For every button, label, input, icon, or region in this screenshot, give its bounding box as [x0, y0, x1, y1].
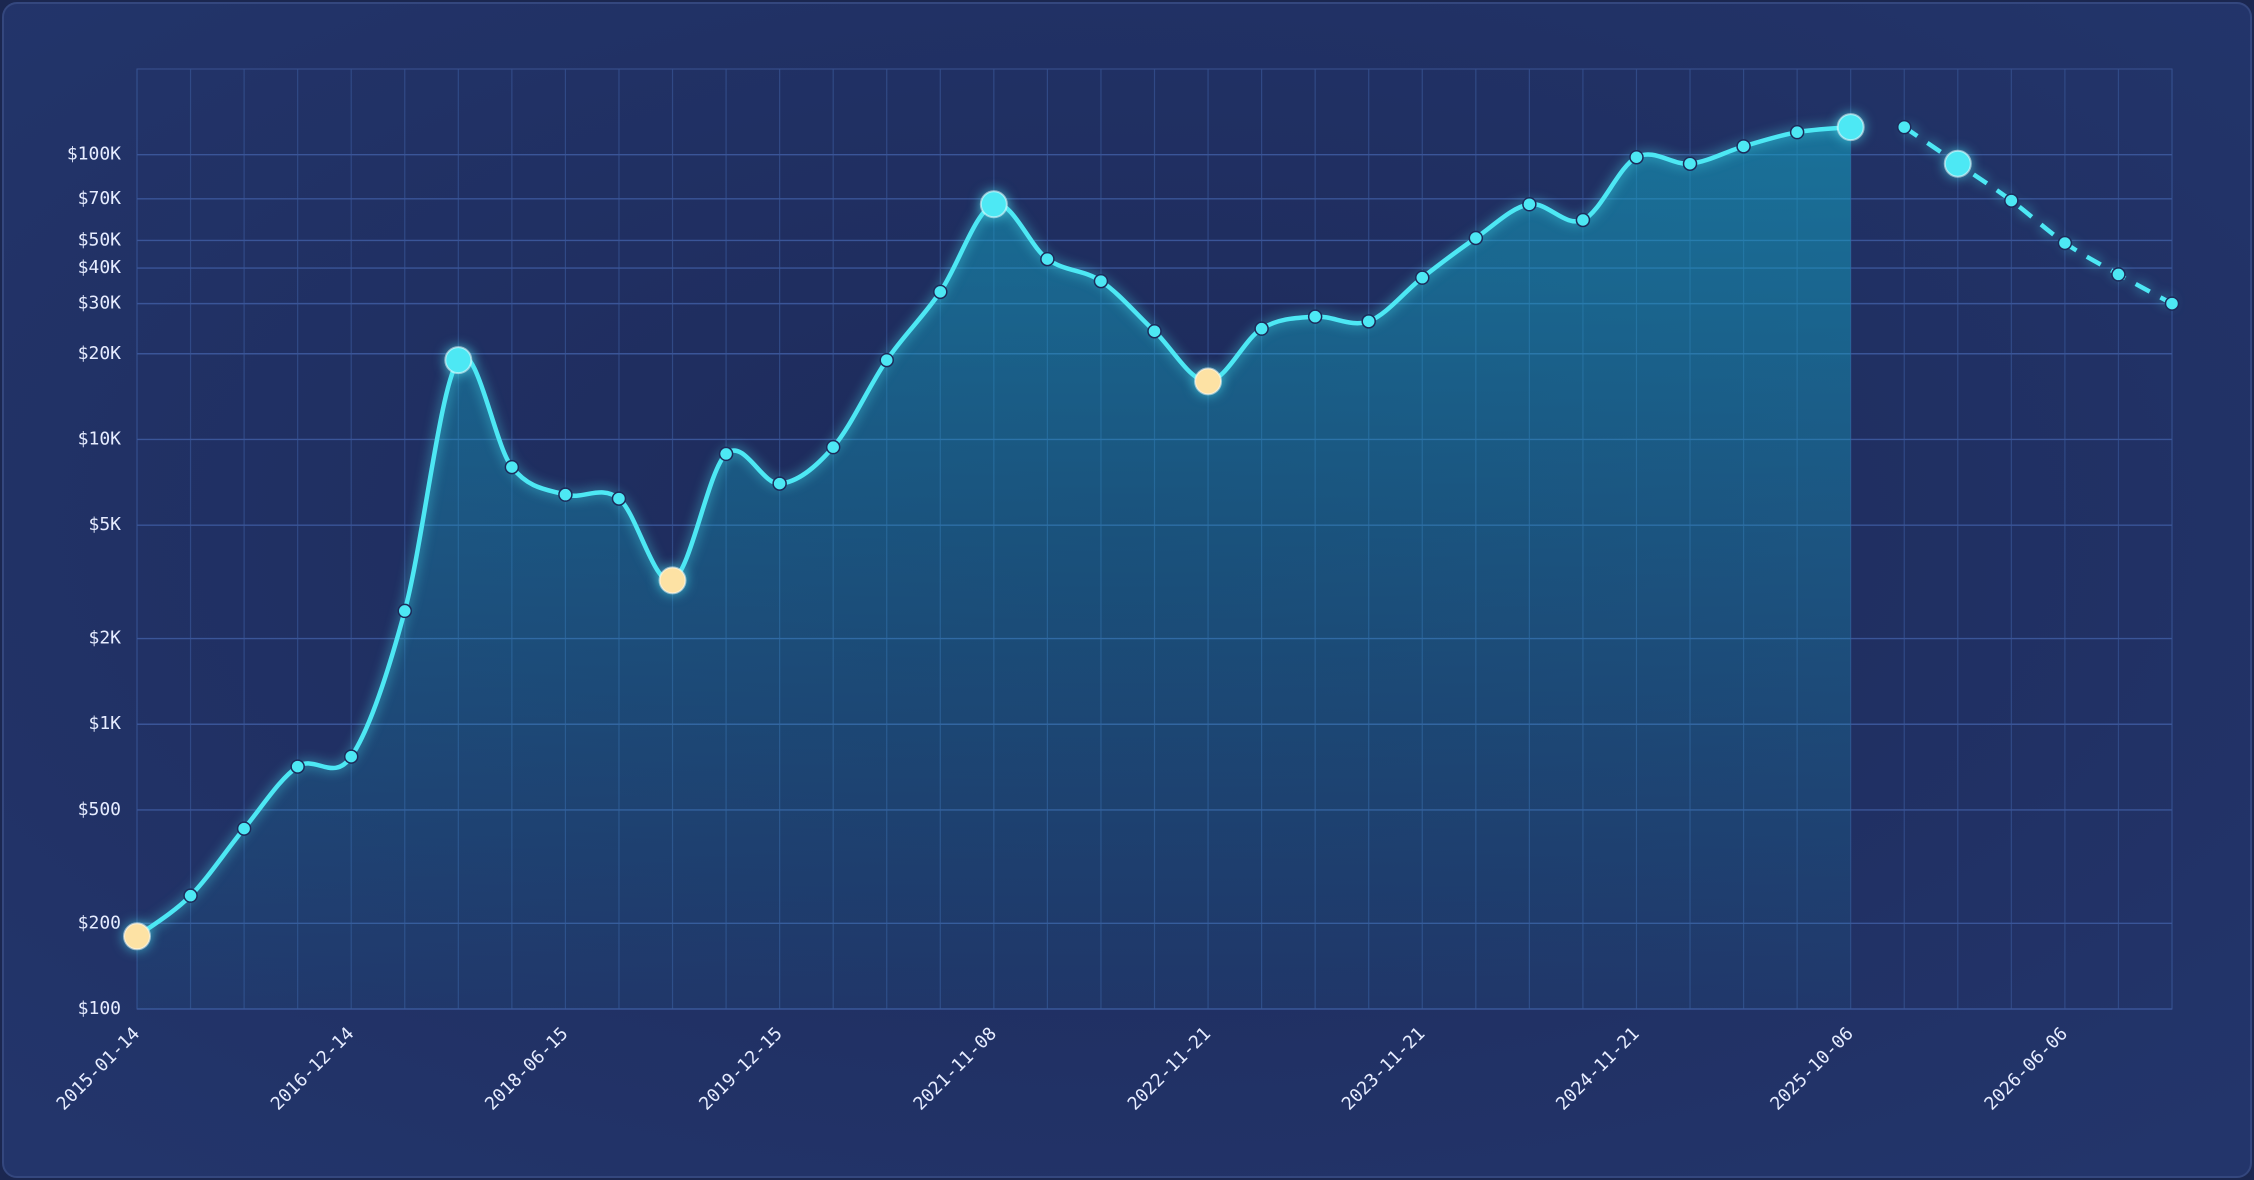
data-point [397, 603, 413, 619]
data-point [343, 749, 359, 764]
data-point [718, 446, 734, 462]
data-point [1147, 323, 1162, 339]
y-tick-label: $1K [88, 713, 121, 734]
data-point [236, 821, 252, 836]
data-point [825, 439, 841, 455]
y-tick-label: $50K [78, 229, 122, 250]
y-tick-label: $100 [78, 998, 121, 1019]
data-point [1522, 196, 1537, 212]
y-tick-label: $500 [78, 799, 121, 820]
data-point [1629, 149, 1644, 165]
data-point [290, 759, 305, 774]
data-point [1575, 212, 1591, 228]
highlight-point [444, 346, 473, 375]
y-tick-label: $30K [78, 293, 122, 314]
data-point [2111, 267, 2126, 282]
data-point [1682, 156, 1698, 171]
data-point [1307, 309, 1323, 324]
data-point [183, 888, 198, 903]
data-point [1361, 314, 1376, 329]
data-point [879, 352, 894, 368]
data-point [2164, 296, 2180, 311]
data-point [1736, 139, 1751, 154]
data-point [558, 487, 573, 502]
highlight-point [1194, 367, 1223, 396]
data-point [2057, 235, 2073, 251]
data-point [1040, 251, 1055, 267]
y-tick-label: $100K [67, 144, 121, 165]
data-point [2004, 193, 2019, 208]
data-point [1254, 321, 1269, 336]
highlight-point [979, 190, 1008, 219]
y-tick-label: $2K [88, 628, 121, 649]
highlight-point [658, 566, 687, 595]
y-tick-label: $70K [78, 188, 122, 209]
data-point [772, 476, 787, 491]
y-tick-label: $10K [78, 428, 122, 449]
data-point [1468, 230, 1484, 246]
data-point [1896, 119, 1912, 135]
data-point [933, 284, 948, 300]
y-tick-label: $5K [88, 514, 121, 535]
y-tick-label: $40K [78, 257, 122, 278]
area-fill [137, 127, 1851, 1009]
y-tick-label: $20K [78, 343, 122, 364]
data-point [1415, 270, 1430, 285]
data-point [611, 491, 627, 506]
data-point [1789, 124, 1805, 140]
y-tick-label: $200 [78, 912, 121, 933]
data-point [1093, 273, 1109, 289]
highlight-point [1836, 113, 1865, 142]
data-point [504, 459, 520, 475]
highlight-point [123, 922, 151, 951]
highlight-point [1943, 149, 1972, 178]
